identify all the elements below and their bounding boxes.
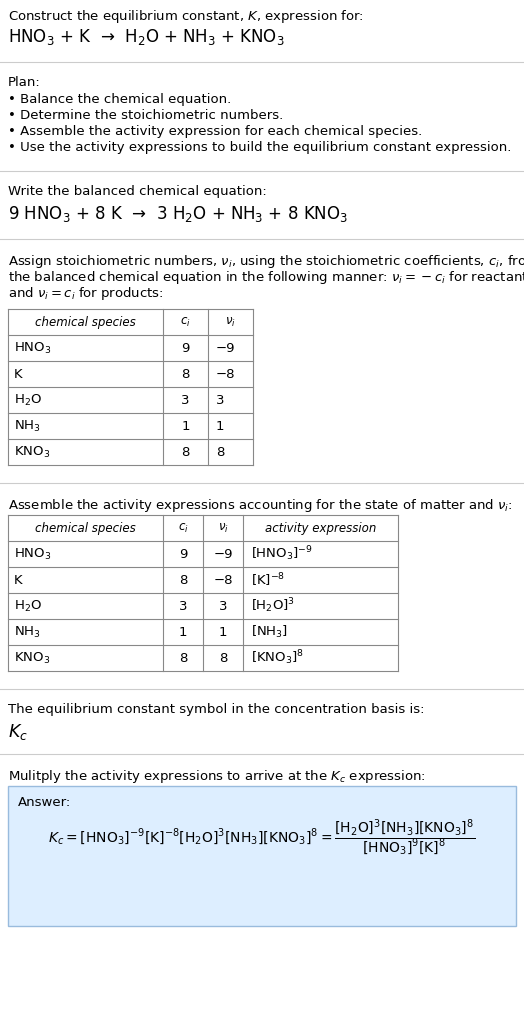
Text: • Use the activity expressions to build the equilibrium constant expression.: • Use the activity expressions to build … — [8, 141, 511, 154]
Text: −8: −8 — [213, 574, 233, 586]
Text: 8: 8 — [181, 445, 190, 458]
Text: 1: 1 — [181, 420, 190, 433]
Text: −8: −8 — [216, 368, 235, 381]
Bar — [8, 515, 398, 671]
Text: HNO$_3$: HNO$_3$ — [14, 546, 51, 562]
Text: the balanced chemical equation in the following manner: $\nu_i = -c_i$ for react: the balanced chemical equation in the fo… — [8, 269, 524, 286]
Text: Answer:: Answer: — [18, 796, 71, 809]
Text: 9 HNO$_3$ + 8 K  →  3 H$_2$O + NH$_3$ + 8 KNO$_3$: 9 HNO$_3$ + 8 K → 3 H$_2$O + NH$_3$ + 8 … — [8, 204, 348, 224]
Text: 8: 8 — [216, 445, 224, 458]
Text: KNO$_3$: KNO$_3$ — [14, 444, 50, 459]
Text: NH$_3$: NH$_3$ — [14, 419, 41, 434]
Text: HNO$_3$: HNO$_3$ — [14, 340, 51, 355]
Text: −9: −9 — [213, 547, 233, 561]
Text: 3: 3 — [181, 393, 190, 406]
Text: K: K — [14, 368, 23, 381]
Bar — [8, 309, 253, 465]
Text: Construct the equilibrium constant, $K$, expression for:: Construct the equilibrium constant, $K$,… — [8, 8, 364, 25]
Text: [KNO$_3$]$^8$: [KNO$_3$]$^8$ — [251, 648, 304, 668]
Text: 8: 8 — [181, 368, 190, 381]
Text: $\nu_i$: $\nu_i$ — [225, 315, 236, 329]
Text: [HNO$_3$]$^{-9}$: [HNO$_3$]$^{-9}$ — [251, 544, 313, 564]
Text: K: K — [14, 574, 23, 586]
Text: $K_c = [\mathrm{HNO_3}]^{-9}[\mathrm{K}]^{-8}[\mathrm{H_2O}]^3[\mathrm{NH_3}][\m: $K_c = [\mathrm{HNO_3}]^{-9}[\mathrm{K}]… — [48, 818, 476, 859]
Text: H$_2$O: H$_2$O — [14, 598, 42, 614]
Text: [NH$_3$]: [NH$_3$] — [251, 624, 288, 640]
Text: • Balance the chemical equation.: • Balance the chemical equation. — [8, 93, 231, 106]
Text: Assign stoichiometric numbers, $\nu_i$, using the stoichiometric coefficients, $: Assign stoichiometric numbers, $\nu_i$, … — [8, 253, 524, 270]
Text: −9: −9 — [216, 341, 235, 354]
Text: chemical species: chemical species — [35, 315, 136, 329]
Text: [H$_2$O]$^3$: [H$_2$O]$^3$ — [251, 596, 295, 616]
Text: 3: 3 — [219, 599, 227, 613]
Text: activity expression: activity expression — [265, 522, 376, 535]
Text: chemical species: chemical species — [35, 522, 136, 535]
Text: 3: 3 — [216, 393, 224, 406]
Text: $c_i$: $c_i$ — [180, 315, 191, 329]
Text: 8: 8 — [179, 651, 187, 665]
Text: [K]$^{-8}$: [K]$^{-8}$ — [251, 571, 285, 589]
Text: 8: 8 — [179, 574, 187, 586]
Text: 1: 1 — [179, 626, 187, 638]
Text: and $\nu_i = c_i$ for products:: and $\nu_i = c_i$ for products: — [8, 285, 163, 302]
Text: 9: 9 — [181, 341, 190, 354]
Text: Assemble the activity expressions accounting for the state of matter and $\nu_i$: Assemble the activity expressions accoun… — [8, 497, 512, 514]
Text: 8: 8 — [219, 651, 227, 665]
Text: $\nu_i$: $\nu_i$ — [217, 522, 228, 535]
Text: 9: 9 — [179, 547, 187, 561]
Text: Plan:: Plan: — [8, 76, 41, 89]
Text: HNO$_3$ + K  →  H$_2$O + NH$_3$ + KNO$_3$: HNO$_3$ + K → H$_2$O + NH$_3$ + KNO$_3$ — [8, 27, 285, 47]
Text: H$_2$O: H$_2$O — [14, 392, 42, 407]
Text: 1: 1 — [216, 420, 224, 433]
Text: 3: 3 — [179, 599, 187, 613]
Text: KNO$_3$: KNO$_3$ — [14, 650, 50, 666]
Text: NH$_3$: NH$_3$ — [14, 625, 41, 639]
Text: $K_c$: $K_c$ — [8, 722, 28, 742]
FancyBboxPatch shape — [8, 786, 516, 926]
Text: The equilibrium constant symbol in the concentration basis is:: The equilibrium constant symbol in the c… — [8, 703, 424, 716]
Text: $c_i$: $c_i$ — [178, 522, 188, 535]
Text: Write the balanced chemical equation:: Write the balanced chemical equation: — [8, 185, 267, 198]
Text: • Assemble the activity expression for each chemical species.: • Assemble the activity expression for e… — [8, 125, 422, 138]
Text: 1: 1 — [219, 626, 227, 638]
Text: Mulitply the activity expressions to arrive at the $K_c$ expression:: Mulitply the activity expressions to arr… — [8, 768, 426, 785]
Text: • Determine the stoichiometric numbers.: • Determine the stoichiometric numbers. — [8, 109, 283, 121]
